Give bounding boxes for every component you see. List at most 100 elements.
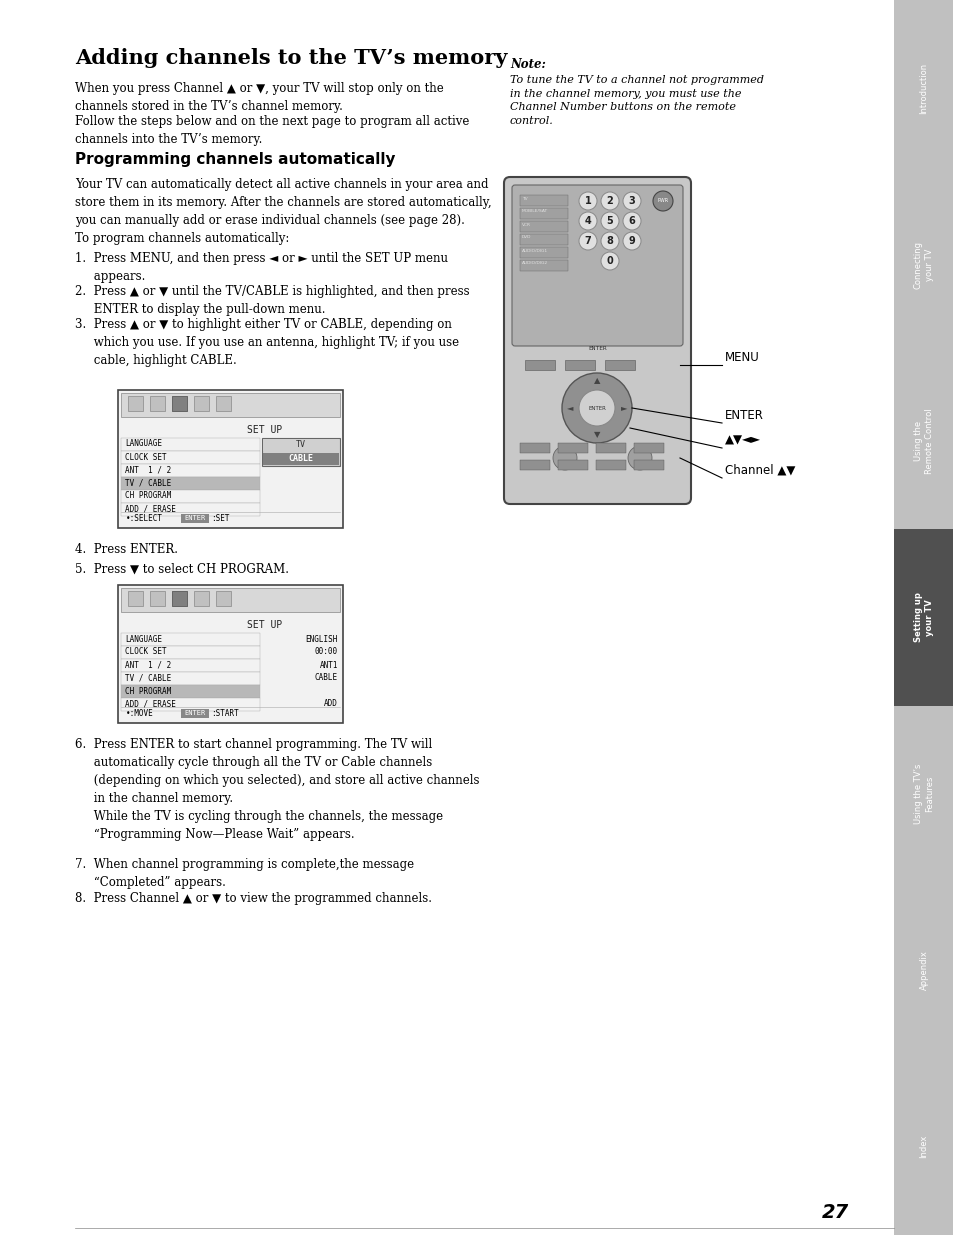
Circle shape [622, 212, 640, 230]
Circle shape [600, 252, 618, 270]
Text: :SET: :SET [211, 514, 230, 522]
Bar [558, 443, 587, 453]
Text: 1.  Press MENU, and then press ◄ or ► until the SET UP menu
     appears.: 1. Press MENU, and then press ◄ or ► unt… [75, 252, 448, 283]
Text: Appendix: Appendix [919, 951, 927, 990]
Text: Adding channels to the TV’s memory: Adding channels to the TV’s memory [75, 48, 507, 68]
Text: Index: Index [919, 1135, 927, 1158]
Text: To tune the TV to a channel not programmed
in the channel memory, you must use t: To tune the TV to a channel not programm… [510, 75, 763, 126]
Text: Follow the steps below and on the next page to program all active
channels into : Follow the steps below and on the next p… [75, 115, 469, 146]
Bar [263, 453, 338, 466]
Bar [893, 177, 953, 353]
Text: To program channels automatically:: To program channels automatically: [75, 232, 289, 245]
Circle shape [578, 232, 597, 249]
Text: 3.  Press ▲ or ▼ to highlight either TV or CABLE, depending on
     which you us: 3. Press ▲ or ▼ to highlight either TV o… [75, 317, 458, 367]
Bar [893, 882, 953, 1058]
Text: CABLE: CABLE [314, 673, 337, 683]
Bar [893, 0, 953, 177]
Bar [121, 588, 339, 613]
Text: CH PROGRAM: CH PROGRAM [125, 687, 172, 695]
Text: ▲▼◄►: ▲▼◄► [724, 433, 760, 447]
Bar [193, 592, 209, 606]
Bar [893, 1058, 953, 1235]
Text: 9: 9 [628, 236, 635, 246]
Bar [121, 438, 260, 451]
Text: 7.  When channel programming is complete,the message
     “Completed” appears.: 7. When channel programming is complete,… [75, 858, 414, 889]
Text: ▼: ▼ [593, 431, 599, 440]
Text: 8.  Press Channel ▲ or ▼ to view the programmed channels.: 8. Press Channel ▲ or ▼ to view the prog… [75, 892, 432, 905]
Bar [118, 390, 343, 529]
Bar [150, 396, 165, 411]
Text: ENTER: ENTER [184, 710, 206, 716]
Bar [596, 459, 625, 471]
Bar [634, 459, 663, 471]
Bar [121, 503, 260, 516]
Bar [524, 359, 555, 370]
Text: Using the
Remote Control: Using the Remote Control [913, 409, 933, 474]
FancyBboxPatch shape [503, 177, 690, 504]
Bar [215, 396, 231, 411]
Bar [519, 233, 567, 245]
Text: TV / CABLE: TV / CABLE [125, 673, 172, 683]
Text: ENTER: ENTER [587, 346, 606, 351]
Text: ENTER: ENTER [184, 515, 206, 521]
Text: MENU: MENU [724, 351, 759, 364]
Text: 27: 27 [821, 1203, 848, 1223]
Text: 5: 5 [606, 216, 613, 226]
Bar [893, 530, 953, 705]
Circle shape [578, 191, 597, 210]
Text: 00:00: 00:00 [314, 647, 337, 657]
Bar [604, 359, 635, 370]
Text: LANGUAGE: LANGUAGE [125, 440, 162, 448]
Bar [121, 698, 260, 711]
Text: 2: 2 [606, 196, 613, 206]
Bar [519, 247, 567, 258]
Bar [128, 592, 143, 606]
Text: ADD / ERASE: ADD / ERASE [125, 699, 175, 709]
Text: :START: :START [211, 709, 238, 718]
Text: ANT1: ANT1 [319, 661, 337, 669]
Bar [121, 646, 260, 659]
Text: 4.  Press ENTER.: 4. Press ENTER. [75, 543, 178, 556]
Text: While the TV is cycling through the channels, the message
     “Programming Now—: While the TV is cycling through the chan… [75, 810, 442, 841]
Bar [181, 514, 209, 522]
Text: ENTER: ENTER [587, 405, 605, 410]
Circle shape [622, 232, 640, 249]
Text: ▲: ▲ [593, 377, 599, 385]
Text: When you press Channel ▲ or ▼, your TV will stop only on the
channels stored in : When you press Channel ▲ or ▼, your TV w… [75, 82, 443, 112]
Text: SET UP: SET UP [247, 425, 281, 435]
Text: ADD / ERASE: ADD / ERASE [125, 505, 175, 514]
Bar [118, 585, 343, 722]
Text: TV: TV [295, 440, 306, 450]
Bar [564, 359, 595, 370]
FancyBboxPatch shape [512, 185, 682, 346]
Bar [519, 261, 567, 270]
Text: ANT  1 / 2: ANT 1 / 2 [125, 661, 172, 669]
Bar [262, 438, 339, 466]
Bar [596, 443, 625, 453]
Text: Connecting
your TV: Connecting your TV [913, 241, 933, 289]
Text: 5.  Press ▼ to select CH PROGRAM.: 5. Press ▼ to select CH PROGRAM. [75, 563, 289, 576]
Text: PWR: PWR [657, 199, 668, 204]
Text: 4: 4 [584, 216, 591, 226]
Text: ENGLISH: ENGLISH [305, 635, 337, 643]
Bar [181, 709, 209, 718]
Circle shape [622, 191, 640, 210]
Text: TV / CABLE: TV / CABLE [125, 478, 172, 488]
Bar [121, 685, 260, 698]
Text: MOBILE/SAT: MOBILE/SAT [521, 210, 548, 214]
Circle shape [561, 373, 631, 443]
Bar [128, 396, 143, 411]
Text: •:MOVE: •:MOVE [126, 709, 153, 718]
Bar [121, 659, 260, 672]
Text: CH PROGRAM: CH PROGRAM [125, 492, 172, 500]
Text: AUDIO/DIG1: AUDIO/DIG1 [521, 248, 548, 252]
Text: ADD: ADD [324, 699, 337, 709]
Text: SET UP: SET UP [247, 620, 281, 630]
Text: CABLE: CABLE [288, 454, 314, 463]
Circle shape [600, 191, 618, 210]
Bar [519, 207, 567, 219]
Text: LANGUAGE: LANGUAGE [125, 635, 162, 643]
Bar [172, 396, 187, 411]
Text: VCR: VCR [521, 222, 531, 226]
Text: 7: 7 [584, 236, 591, 246]
